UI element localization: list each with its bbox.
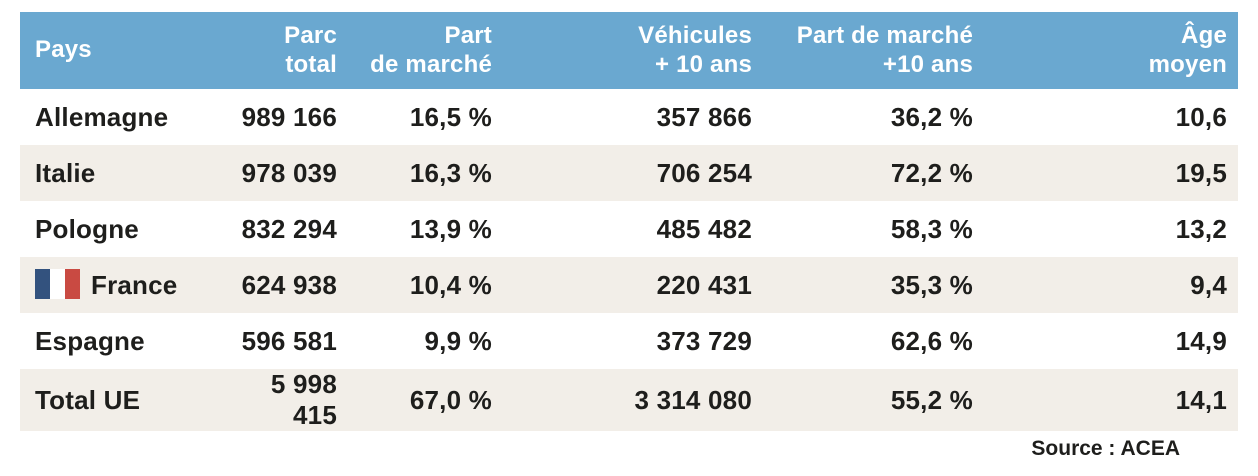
table-header: Pays Parc total Part de marché Véhicules… xyxy=(20,12,1238,89)
table-row-france: France 624 938 10,4 % 220 431 35,3 % 9,4 xyxy=(20,257,1238,313)
france-flag-icon xyxy=(35,269,80,299)
table-row-espagne: Espagne 596 581 9,9 % 373 729 62,6 % 14,… xyxy=(20,313,1238,369)
cell-part-marche: 16,3 % xyxy=(409,157,492,188)
country-label: Italie xyxy=(35,157,96,188)
cell-vehicules-10ans: 706 254 xyxy=(656,157,752,188)
cell-vehicules-10ans: 357 866 xyxy=(656,101,752,132)
cell-vehicules-10ans: 3 314 080 xyxy=(634,384,752,415)
cell-part-marche: 16,5 % xyxy=(409,101,492,132)
table-row-allemagne: Allemagne 989 166 16,5 % 357 866 36,2 % … xyxy=(20,89,1238,145)
column-header-part-de-marche: Part de marché xyxy=(355,12,510,89)
country-label: Allemagne xyxy=(35,101,169,132)
cell-part-marche-10ans: 55,2 % xyxy=(890,384,973,415)
country-label: Espagne xyxy=(35,325,145,356)
cell-parc-total: 624 938 xyxy=(241,269,337,300)
cell-age-moyen: 10,6 xyxy=(1175,101,1227,132)
cell-part-marche-10ans: 58,3 % xyxy=(890,213,973,244)
cell-parc-total: 832 294 xyxy=(241,213,337,244)
cell-age-moyen: 14,9 xyxy=(1175,325,1227,356)
cell-part-marche-10ans: 62,6 % xyxy=(890,325,973,356)
cell-parc-total: 989 166 xyxy=(241,101,337,132)
column-header-parc-total: Parc total xyxy=(230,12,355,89)
cell-part-marche-10ans: 36,2 % xyxy=(890,101,973,132)
table-body: Allemagne 989 166 16,5 % 357 866 36,2 % … xyxy=(20,89,1238,431)
cell-part-marche: 10,4 % xyxy=(409,269,492,300)
cell-vehicules-10ans: 373 729 xyxy=(656,325,752,356)
country-label: Total UE xyxy=(35,384,141,415)
cell-parc-total: 978 039 xyxy=(241,157,337,188)
table-container: Pays Parc total Part de marché Véhicules… xyxy=(20,12,1238,431)
cell-part-marche-10ans: 35,3 % xyxy=(890,269,973,300)
table-row-pologne: Pologne 832 294 13,9 % 485 482 58,3 % 13… xyxy=(20,201,1238,257)
country-label: Pologne xyxy=(35,213,139,244)
column-header-part-de-marche-plus-10-ans: Part de marché +10 ans xyxy=(770,12,990,89)
table-row-italie: Italie 978 039 16,3 % 706 254 72,2 % 19,… xyxy=(20,145,1238,201)
cell-country-france: France xyxy=(20,257,230,313)
cell-part-marche-10ans: 72,2 % xyxy=(890,157,973,188)
cell-parc-total: 5 998 415 xyxy=(270,369,337,430)
column-header-age-moyen: Âge moyen xyxy=(990,12,1238,89)
column-header-vehicules-plus-10-ans: Véhicules + 10 ans xyxy=(510,12,770,89)
cell-part-marche: 13,9 % xyxy=(409,213,492,244)
source-credit: Source : ACEA xyxy=(1031,437,1180,460)
cell-age-moyen: 19,5 xyxy=(1175,157,1227,188)
vehicle-fleet-table: Pays Parc total Part de marché Véhicules… xyxy=(20,12,1238,431)
table-row-total-ue: Total UE 5 998 415 67,0 % 3 314 080 55,2… xyxy=(20,369,1238,431)
cell-part-marche: 9,9 % xyxy=(424,325,492,356)
cell-age-moyen: 13,2 xyxy=(1175,213,1227,244)
cell-age-moyen: 9,4 xyxy=(1190,269,1227,300)
header-row: Pays Parc total Part de marché Véhicules… xyxy=(20,12,1238,89)
cell-parc-total: 596 581 xyxy=(241,325,337,356)
cell-part-marche: 67,0 % xyxy=(409,384,492,415)
cell-vehicules-10ans: 485 482 xyxy=(656,213,752,244)
cell-vehicules-10ans: 220 431 xyxy=(656,269,752,300)
column-header-pays: Pays xyxy=(20,12,230,89)
country-label: France xyxy=(91,270,178,300)
cell-age-moyen: 14,1 xyxy=(1175,384,1227,415)
